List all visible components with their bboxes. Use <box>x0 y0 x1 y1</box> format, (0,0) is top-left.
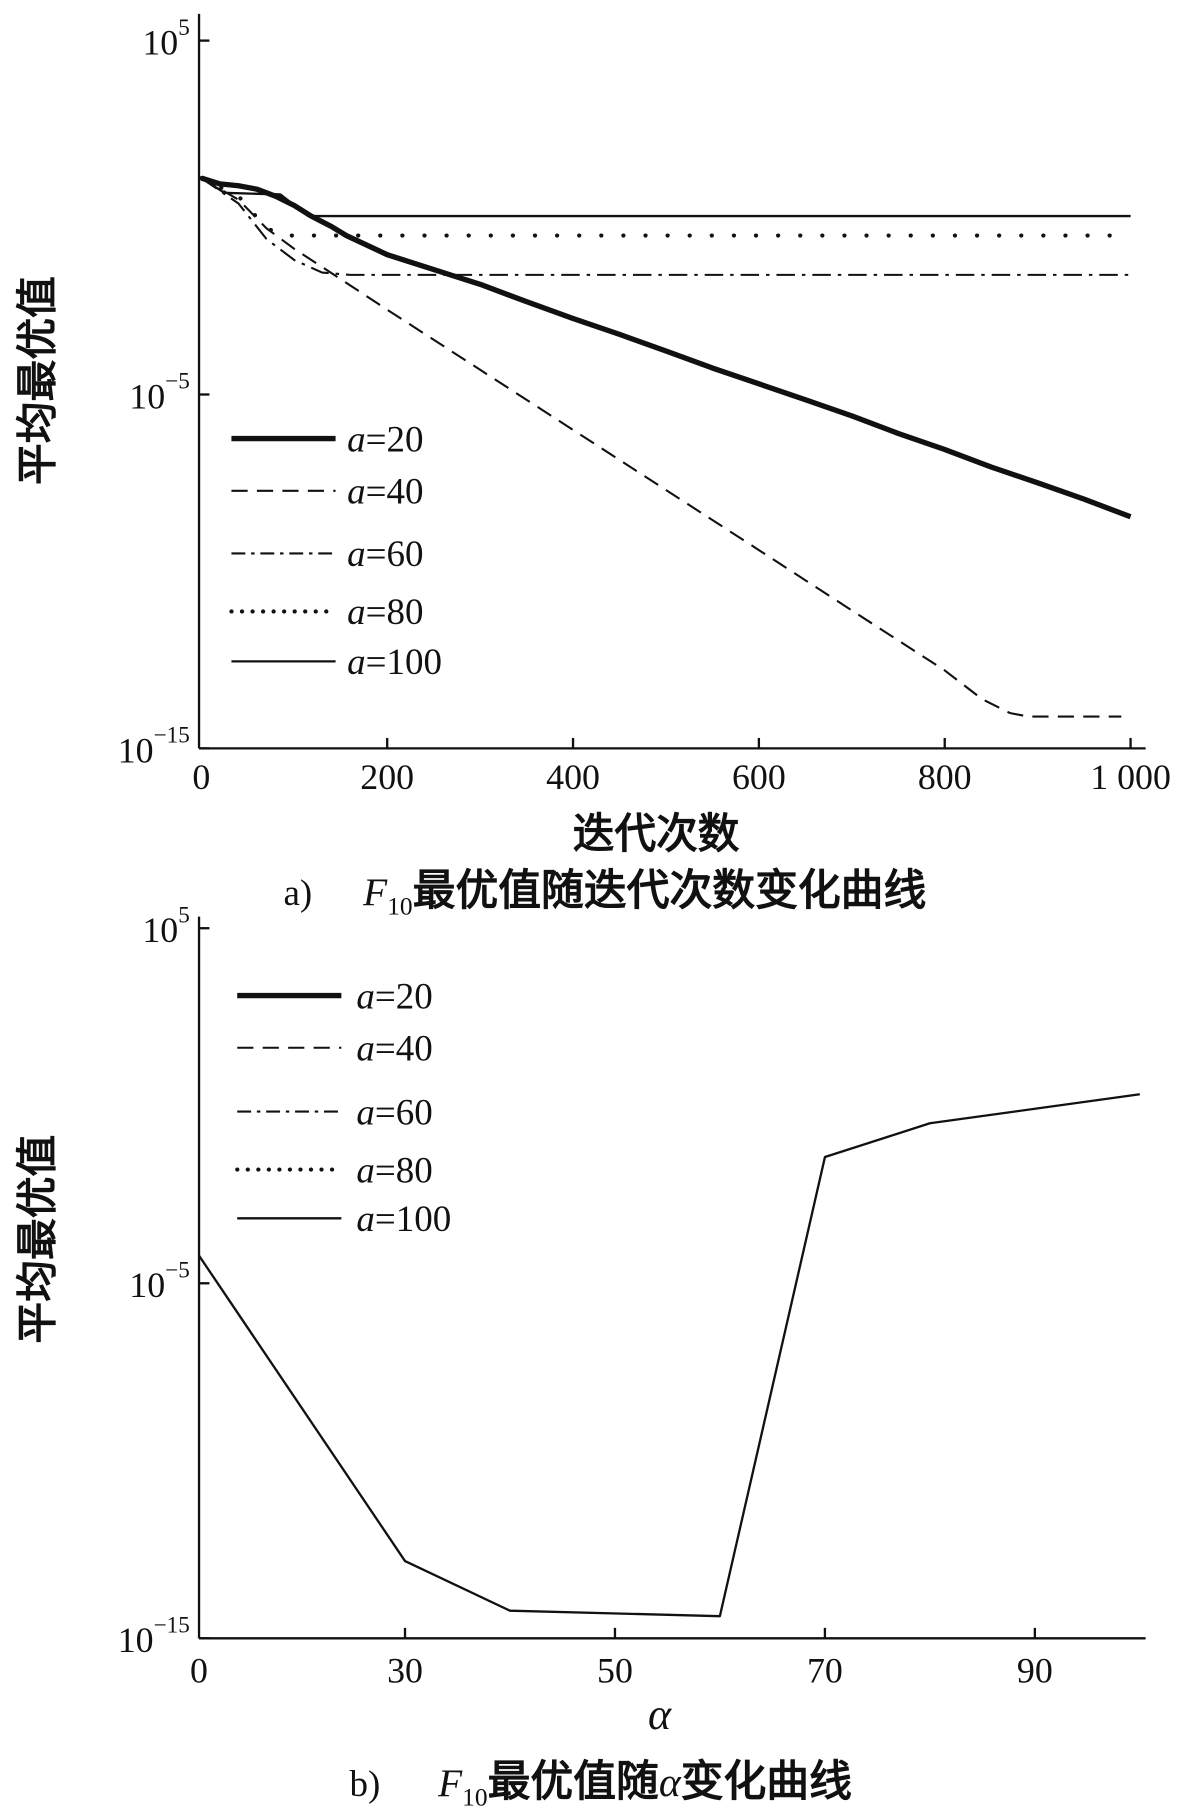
legend-label: a=80 <box>356 1150 432 1191</box>
x-tick-label: 50 <box>597 1650 633 1690</box>
y-tick-label-base: 10 <box>118 730 154 770</box>
legend-entry: a=20 <box>237 976 433 1017</box>
legend-entry: a=80 <box>235 1150 433 1191</box>
legend-label-value: =80 <box>375 1150 433 1191</box>
legend-entry: a=60 <box>231 534 424 575</box>
legend: a=20a=40a=60a=80a=100 <box>229 419 442 683</box>
caption-text-end: 变化曲线 <box>681 1757 852 1807</box>
x-tick-label: 90 <box>1017 1650 1053 1690</box>
x-tick-label: 1 000 <box>1090 757 1171 797</box>
x-tick-label: 70 <box>807 1650 843 1690</box>
y-tick-label-exponent: −15 <box>154 723 190 749</box>
caption-symbol: F <box>437 1761 463 1805</box>
legend-label-variable: a <box>347 642 366 683</box>
x-tick-label: 400 <box>546 757 600 797</box>
legend-label-value: =20 <box>375 976 433 1017</box>
legend-label: a=100 <box>356 1199 451 1240</box>
legend-label-value: =40 <box>366 472 424 513</box>
series-line-a-100 <box>200 177 1131 218</box>
legend-label-value: =100 <box>375 1199 451 1240</box>
legend-label: a=40 <box>356 1028 432 1069</box>
legend-label: a=80 <box>347 592 423 633</box>
y-tick-label-exponent: 5 <box>178 15 190 41</box>
y-tick-label-base: 10 <box>142 22 178 62</box>
x-tick-label: 600 <box>732 757 786 797</box>
legend-entry: a=40 <box>231 472 424 513</box>
chart-caption: b) F10最优值随α变化曲线 <box>349 1757 851 1811</box>
y-tick-label-exponent: −15 <box>154 1612 190 1638</box>
x-axis-label: α <box>648 1690 672 1739</box>
series-line-a-60 <box>200 177 1131 276</box>
legend-entry: a=100 <box>237 1199 451 1240</box>
legend-label: a=20 <box>347 419 423 460</box>
caption-text: 最优值随 <box>488 1757 659 1807</box>
legend-label-variable: a <box>356 1150 375 1191</box>
legend-label-variable: a <box>356 1092 375 1133</box>
y-axis-label: 平均最优值 <box>13 276 62 485</box>
caption-subscript: 10 <box>387 891 412 920</box>
y-tick-label: 10−5 <box>129 1257 189 1305</box>
caption-panel-label: b) <box>349 1764 380 1805</box>
legend-entry: a=100 <box>231 642 442 683</box>
x-tick-label: 800 <box>918 757 972 797</box>
legend-label: a=20 <box>356 976 432 1017</box>
chart-caption: a) F10最优值随迭代次数变化曲线 <box>284 866 927 920</box>
y-tick-label: 10−15 <box>118 723 190 771</box>
series-line-a-40 <box>200 177 1122 718</box>
legend-label-value: =80 <box>366 592 424 633</box>
x-axis-label: 迭代次数 <box>573 809 740 858</box>
y-tick-label-base: 10 <box>129 1265 165 1305</box>
y-tick-label: 105 <box>142 902 189 950</box>
legend-label-variable: a <box>347 534 366 575</box>
y-tick-label-exponent: 5 <box>178 902 190 928</box>
legend-label-value: =60 <box>375 1092 433 1133</box>
y-tick-label: 105 <box>142 15 189 63</box>
y-tick-label-base: 10 <box>129 376 165 416</box>
legend-label-value: =100 <box>366 642 442 683</box>
legend-label-value: =60 <box>366 534 424 575</box>
y-tick-label-base: 10 <box>142 910 178 950</box>
legend-entry: a=60 <box>237 1092 433 1133</box>
caption-text: 最优值随迭代次数变化曲线 <box>413 866 927 916</box>
y-tick-label: 10−5 <box>129 369 189 417</box>
y-tick-label-exponent: −5 <box>165 369 190 395</box>
legend-label-variable: a <box>347 592 366 633</box>
x-tick-label: 0 <box>192 757 210 797</box>
legend-label-variable: a <box>347 472 366 513</box>
legend: a=20a=40a=60a=80a=100 <box>235 976 451 1240</box>
legend-label: a=60 <box>347 534 423 575</box>
caption-symbol: F <box>362 870 388 914</box>
caption-panel-label: a) <box>284 873 313 914</box>
legend-label-value: =40 <box>375 1028 433 1069</box>
y-tick-label-base: 10 <box>118 1620 154 1660</box>
legend-label-variable: a <box>347 419 366 460</box>
legend-entry: a=40 <box>237 1028 433 1070</box>
x-tick-label: 30 <box>387 1650 423 1690</box>
series-line-a-20 <box>200 175 1132 520</box>
x-tick-label: 0 <box>190 1650 208 1690</box>
y-axis-label: 平均最优值 <box>13 1135 62 1344</box>
caption-subscript: 10 <box>462 1782 487 1811</box>
caption-symbol-alpha: α <box>659 1760 682 1806</box>
legend-label-value: =20 <box>366 419 424 460</box>
legend-label: a=60 <box>356 1092 432 1133</box>
series-line <box>198 1093 1140 1618</box>
legend-label-variable: a <box>356 1028 375 1069</box>
legend-label-variable: a <box>356 1199 375 1240</box>
x-tick-label: 200 <box>360 757 414 797</box>
legend-label: a=100 <box>347 642 442 683</box>
legend-entry: a=20 <box>231 419 424 460</box>
y-tick-label: 10−15 <box>118 1612 190 1660</box>
y-tick-label-exponent: −5 <box>165 1257 190 1283</box>
legend-label: a=40 <box>347 472 423 513</box>
legend-label-variable: a <box>356 976 375 1017</box>
legend-entry: a=80 <box>229 592 424 633</box>
chart-a: 平均最优值 迭代次数 a) F10最优值随迭代次数变化曲线 10510−510−1… <box>13 13 1171 920</box>
